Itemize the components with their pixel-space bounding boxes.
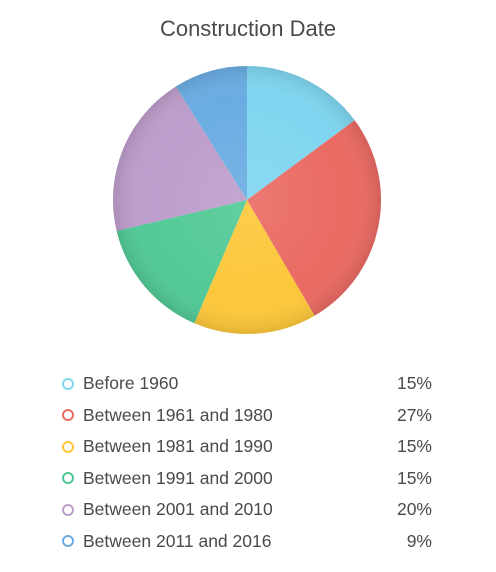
legend-item[interactable]: Between 2011 and 2016 9% [62,526,432,558]
legend: Before 1960 15% Between 1961 and 1980 27% Be… [62,368,432,557]
pie-chart [113,66,381,334]
legend-label: Between 2011 and 2016 [83,530,272,551]
legend-item[interactable]: Between 1991 and 2000 15% [62,463,432,495]
legend-label: Before 1960 [83,373,179,394]
legend-label: Between 2001 and 2010 [83,499,273,520]
legend-marker-icon [62,409,74,422]
legend-item[interactable]: Before 1960 15% [62,368,432,400]
legend-label: Between 1981 and 1990 [83,436,273,457]
legend-value: 15% [396,467,432,488]
legend-marker-icon [62,503,74,516]
legend-value: 15% [396,373,432,394]
legend-value: 20% [396,499,432,520]
legend-value: 15% [396,436,432,457]
legend-item[interactable]: Between 1961 and 1980 27% [62,400,432,432]
legend-marker-icon [62,440,74,453]
legend-marker-icon [62,472,74,485]
legend-value: 27% [396,404,432,425]
legend-value: 9% [406,530,432,551]
chart-title: Construction Date [159,16,337,41]
legend-label: Between 1961 and 1980 [83,404,273,425]
pie-svg [113,66,381,334]
legend-marker-icon [62,535,74,548]
legend-marker-icon [62,377,74,390]
legend-item[interactable]: Between 2001 and 2010 20% [62,494,432,526]
legend-item[interactable]: Between 1981 and 1990 15% [62,431,432,463]
legend-label: Between 1991 and 2000 [83,467,273,488]
